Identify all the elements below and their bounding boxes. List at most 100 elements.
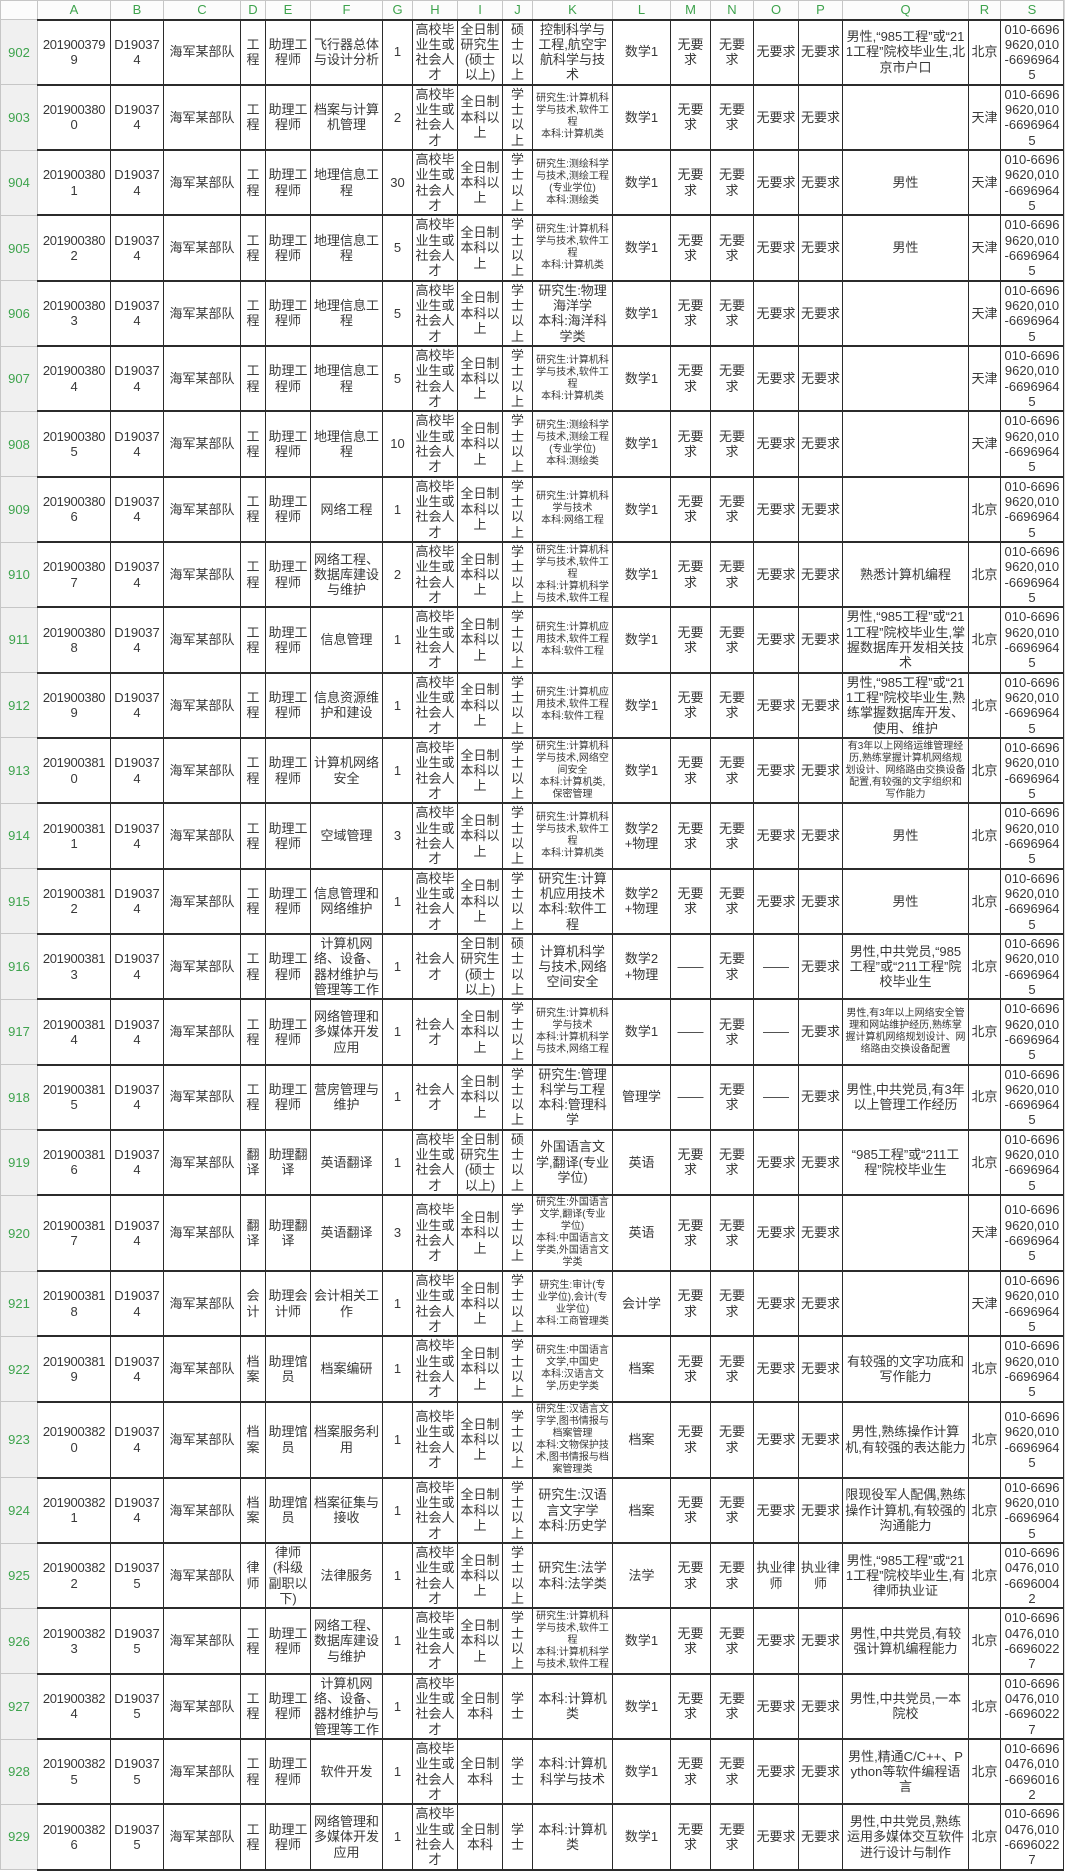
cell-Q923[interactable]: 男性,熟练操作计算机,有较强的表达能力 bbox=[842, 1400, 969, 1479]
cell-D926[interactable]: 工程 bbox=[240, 1607, 266, 1675]
cell-A907[interactable]: 2019003804 bbox=[37, 345, 111, 413]
cell-Q909[interactable] bbox=[842, 475, 969, 544]
cell-J907[interactable]: 学士以上 bbox=[502, 345, 533, 413]
cell-B907[interactable]: D190374 bbox=[110, 345, 164, 413]
cell-H915[interactable]: 高校毕业生或社会人才 bbox=[412, 867, 458, 935]
cell-S919[interactable]: 010-66969620,010-66969645 bbox=[1000, 1128, 1064, 1197]
row-header-920[interactable]: 920 bbox=[0, 1194, 38, 1272]
cell-A929[interactable]: 2019003826 bbox=[37, 1803, 111, 1871]
cell-L912[interactable]: 数学1 bbox=[612, 671, 671, 739]
cell-C908[interactable]: 海军某部队 bbox=[163, 410, 241, 478]
cell-K928[interactable]: 本科:计算机科学与技术 bbox=[532, 1737, 613, 1806]
column-header-R[interactable]: R bbox=[968, 0, 1001, 20]
cell-A917[interactable]: 2019003814 bbox=[37, 998, 111, 1066]
row-header-922[interactable]: 922 bbox=[0, 1335, 38, 1403]
cell-A906[interactable]: 2019003803 bbox=[37, 279, 111, 348]
cell-I909[interactable]: 全日制本科以上 bbox=[457, 475, 503, 544]
cell-B929[interactable]: D190375 bbox=[110, 1803, 164, 1871]
row-header-911[interactable]: 911 bbox=[0, 606, 38, 674]
cell-L925[interactable]: 法学 bbox=[612, 1542, 671, 1610]
column-header-Q[interactable]: Q bbox=[842, 0, 969, 20]
cell-O910[interactable]: 无要求 bbox=[753, 540, 799, 609]
column-header-K[interactable]: K bbox=[532, 0, 613, 20]
row-header-910[interactable]: 910 bbox=[0, 541, 38, 608]
cell-C917[interactable]: 海军某部队 bbox=[163, 998, 241, 1066]
column-header-C[interactable]: C bbox=[163, 0, 241, 20]
cell-H912[interactable]: 高校毕业生或社会人才 bbox=[412, 671, 458, 739]
cell-N927[interactable]: 无要求 bbox=[710, 1672, 754, 1741]
cell-E912[interactable]: 助理工程师 bbox=[265, 671, 311, 739]
cell-B923[interactable]: D190374 bbox=[110, 1400, 164, 1479]
cell-B906[interactable]: D190374 bbox=[110, 279, 164, 348]
cell-F915[interactable]: 信息管理和网络维护 bbox=[310, 867, 383, 935]
cell-R915[interactable]: 北京 bbox=[968, 867, 1001, 935]
cell-B913[interactable]: D190374 bbox=[110, 736, 164, 805]
cell-O906[interactable]: 无要求 bbox=[753, 279, 799, 348]
cell-B914[interactable]: D190374 bbox=[110, 802, 164, 870]
cell-K917[interactable]: 研究生:计算机科学与技术 本科:计算机科学与技术,网络工程 bbox=[532, 998, 613, 1066]
row-header-913[interactable]: 913 bbox=[0, 737, 38, 804]
cell-G927[interactable]: 1 bbox=[382, 1672, 413, 1741]
cell-P916[interactable]: 无要求 bbox=[798, 932, 843, 1001]
cell-P905[interactable]: 无要求 bbox=[798, 214, 843, 282]
cell-H917[interactable]: 社会人才 bbox=[412, 998, 458, 1066]
cell-G916[interactable]: 1 bbox=[382, 932, 413, 1001]
column-header-O[interactable]: O bbox=[753, 0, 799, 20]
cell-H924[interactable]: 高校毕业生或社会人才 bbox=[412, 1476, 458, 1545]
cell-D923[interactable]: 档案 bbox=[240, 1400, 266, 1479]
cell-N921[interactable]: 无要求 bbox=[710, 1270, 754, 1338]
cell-S916[interactable]: 010-66969620,010-66969645 bbox=[1000, 932, 1064, 1001]
cell-R909[interactable]: 北京 bbox=[968, 475, 1001, 544]
cell-P917[interactable]: 无要求 bbox=[798, 998, 843, 1066]
cell-C919[interactable]: 海军某部队 bbox=[163, 1128, 241, 1197]
cell-J915[interactable]: 学士以上 bbox=[502, 867, 533, 935]
cell-D920[interactable]: 翻译 bbox=[240, 1194, 266, 1273]
cell-N904[interactable]: 无要求 bbox=[710, 149, 754, 217]
cell-D906[interactable]: 工程 bbox=[240, 279, 266, 348]
cell-C910[interactable]: 海军某部队 bbox=[163, 540, 241, 609]
cell-G904[interactable]: 30 bbox=[382, 149, 413, 217]
column-header-H[interactable]: H bbox=[412, 0, 458, 20]
cell-I923[interactable]: 全日制本科以上 bbox=[457, 1400, 503, 1479]
cell-F917[interactable]: 网络管理和多媒体开发应用 bbox=[310, 998, 383, 1066]
cell-G902[interactable]: 1 bbox=[382, 18, 413, 86]
cell-E913[interactable]: 助理工程师 bbox=[265, 736, 311, 805]
cell-G923[interactable]: 1 bbox=[382, 1400, 413, 1479]
cell-G910[interactable]: 2 bbox=[382, 540, 413, 609]
cell-E917[interactable]: 助理工程师 bbox=[265, 998, 311, 1066]
cell-R920[interactable]: 天津 bbox=[968, 1194, 1001, 1273]
cell-N911[interactable]: 无要求 bbox=[710, 606, 754, 674]
cell-F918[interactable]: 营房管理与维护 bbox=[310, 1063, 383, 1131]
cell-M913[interactable]: 无要求 bbox=[670, 736, 711, 805]
cell-D929[interactable]: 工程 bbox=[240, 1803, 266, 1871]
cell-L908[interactable]: 数学1 bbox=[612, 410, 671, 478]
cell-O903[interactable]: 无要求 bbox=[753, 83, 799, 152]
cell-H909[interactable]: 高校毕业生或社会人才 bbox=[412, 475, 458, 544]
cell-F910[interactable]: 网络工程、数据库建设与维护 bbox=[310, 540, 383, 609]
cell-G917[interactable]: 1 bbox=[382, 998, 413, 1066]
cell-H916[interactable]: 社会人才 bbox=[412, 932, 458, 1001]
cell-H904[interactable]: 高校毕业生或社会人才 bbox=[412, 149, 458, 217]
column-header-J[interactable]: J bbox=[502, 0, 533, 20]
cell-C914[interactable]: 海军某部队 bbox=[163, 802, 241, 870]
cell-Q927[interactable]: 男性,中共党员,一本院校 bbox=[842, 1672, 969, 1741]
cell-K913[interactable]: 研究生:计算机科学与技术,网络空间安全 本科:计算机类,保密管理 bbox=[532, 736, 613, 805]
cell-I904[interactable]: 全日制本科以上 bbox=[457, 149, 503, 217]
cell-N910[interactable]: 无要求 bbox=[710, 540, 754, 609]
cell-R925[interactable]: 北京 bbox=[968, 1542, 1001, 1610]
row-header-924[interactable]: 924 bbox=[0, 1477, 38, 1544]
column-header-B[interactable]: B bbox=[110, 0, 164, 20]
cell-N924[interactable]: 无要求 bbox=[710, 1476, 754, 1545]
cell-Q902[interactable]: 男性,“985工程”或“211工程”院校毕业生,北京市户口 bbox=[842, 18, 969, 86]
cell-F925[interactable]: 法律服务 bbox=[310, 1542, 383, 1610]
cell-F911[interactable]: 信息管理 bbox=[310, 606, 383, 674]
cell-M925[interactable]: 无要求 bbox=[670, 1542, 711, 1610]
cell-E902[interactable]: 助理工程师 bbox=[265, 18, 311, 86]
cell-J908[interactable]: 学士以上 bbox=[502, 410, 533, 478]
cell-E915[interactable]: 助理工程师 bbox=[265, 867, 311, 935]
cell-J923[interactable]: 学士以上 bbox=[502, 1400, 533, 1479]
row-header-907[interactable]: 907 bbox=[0, 345, 38, 412]
row-header-916[interactable]: 916 bbox=[0, 933, 38, 1000]
cell-B911[interactable]: D190374 bbox=[110, 606, 164, 674]
cell-Q921[interactable] bbox=[842, 1270, 969, 1338]
